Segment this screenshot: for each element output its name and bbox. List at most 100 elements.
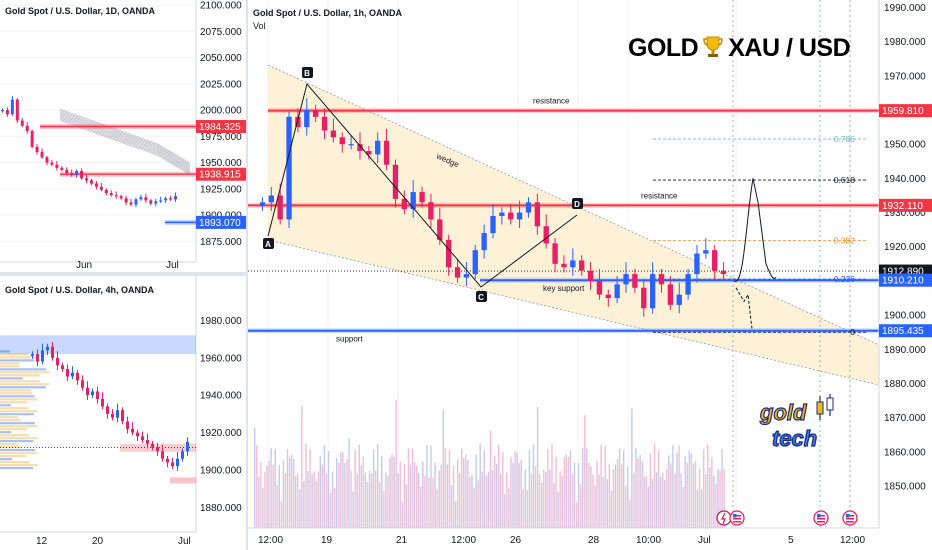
bearish-projection-path xyxy=(735,287,753,329)
h4-candle xyxy=(46,346,49,351)
volume-bar xyxy=(434,463,436,528)
volume-bar xyxy=(292,458,295,528)
us-flag-event-icon[interactable] xyxy=(842,510,858,526)
daily-price-badge-bg xyxy=(196,215,246,229)
main-candle xyxy=(419,192,425,203)
volume-bar xyxy=(422,461,424,528)
volume-bar xyxy=(477,479,479,528)
main-candle xyxy=(481,233,487,251)
daily-candle xyxy=(174,196,178,200)
volume-bar xyxy=(705,473,707,528)
daily-candle xyxy=(99,186,103,190)
volume-bar xyxy=(391,454,393,528)
volume-bar xyxy=(702,449,705,528)
daily-candle xyxy=(60,167,64,170)
lightning-event-icon[interactable] xyxy=(716,510,732,526)
flag-stripe xyxy=(817,518,825,520)
panel-divider-vertical[interactable] xyxy=(246,0,248,550)
volume-bar xyxy=(260,462,262,528)
volume-bar xyxy=(514,451,516,528)
h4-chart[interactable]: 1980.000 1960.000 1940.000 1920.000 1900.000… xyxy=(0,276,246,550)
volume-bar xyxy=(612,469,615,528)
main-candle xyxy=(605,294,611,299)
flag-stripe xyxy=(733,515,741,517)
volume-bar xyxy=(362,456,365,528)
daily-chart[interactable]: 2100.000 2075.000 2050.000 2025.000 2000.000… xyxy=(0,0,246,272)
volume-bar xyxy=(592,474,594,528)
volume-bar xyxy=(711,457,713,528)
main-candle xyxy=(552,243,558,264)
main-candle xyxy=(587,270,594,281)
daily-candle xyxy=(104,189,108,194)
h4-chart-panel[interactable]: Gold Spot / U.S. Dollar, 4h, OANDA 1980.… xyxy=(0,276,246,550)
daily-chart-panel[interactable]: Gold Spot / U.S. Dollar, 1D, OANDA 2100.… xyxy=(0,0,246,272)
volume-bar xyxy=(590,466,592,528)
main-candle xyxy=(330,130,337,138)
daily-candle xyxy=(0,110,4,112)
h4-candle xyxy=(166,458,169,463)
h4-profile-bar xyxy=(0,443,19,446)
volume-bar xyxy=(415,465,418,528)
h4-profile-bar xyxy=(0,386,46,389)
volume-bar xyxy=(377,443,379,528)
h4-profile-bar xyxy=(0,362,20,365)
volume-bar xyxy=(403,463,406,528)
volume-bar xyxy=(463,457,465,528)
volume-bar xyxy=(680,473,682,528)
h4-candle xyxy=(106,406,109,414)
main-time-tick: 5 xyxy=(788,535,794,546)
volume-bar xyxy=(723,469,725,528)
logo-text-gold: gold xyxy=(759,400,807,425)
volume-bar xyxy=(440,464,442,528)
volume-bar xyxy=(534,466,537,528)
daily-candle xyxy=(149,200,153,204)
volume-bar xyxy=(444,448,447,528)
main-candle xyxy=(295,116,301,128)
daily-ma-line xyxy=(59,117,191,173)
volume-bar xyxy=(666,469,668,528)
daily-candle xyxy=(45,157,49,163)
main-price-badge-bg xyxy=(879,198,932,212)
main-candle xyxy=(525,202,532,213)
h4-profile-bar xyxy=(0,410,38,413)
us-flag-event-icon[interactable] xyxy=(813,510,829,526)
volume-bar xyxy=(311,474,313,528)
flag-stripe xyxy=(846,518,854,520)
volume-bar xyxy=(426,445,428,528)
volume-bar xyxy=(379,481,381,528)
volume-bars xyxy=(254,399,725,528)
main-price-tick: 1940.000 xyxy=(884,174,926,185)
main-candle xyxy=(712,250,718,271)
volume-bar xyxy=(459,472,461,528)
volume-bar xyxy=(475,454,477,528)
daily-candle xyxy=(5,110,9,115)
main-chart-title: Gold Spot / U.S. Dollar, 1h, OANDA xyxy=(253,8,403,18)
h4-profile-bar xyxy=(0,368,47,371)
volume-bar xyxy=(461,448,463,528)
volume-bar xyxy=(676,452,678,528)
daily-ma-line xyxy=(59,115,191,170)
volume-bar xyxy=(372,449,375,528)
volume-bar xyxy=(623,450,625,528)
h4-candle xyxy=(136,432,139,437)
trophy-icon xyxy=(703,36,723,57)
us-flag-event-icon[interactable] xyxy=(729,510,745,526)
volume-bar xyxy=(420,486,422,528)
h4-profile-bar xyxy=(0,457,12,461)
daily-candle xyxy=(15,99,19,121)
volume-bar xyxy=(694,461,697,528)
h4-profile-bar xyxy=(0,466,34,470)
volume-bar xyxy=(315,481,317,528)
panel-divider-horizontal[interactable] xyxy=(0,272,246,276)
daily-ma-line xyxy=(59,116,191,172)
pattern-point-text: C xyxy=(478,293,484,302)
h4-profile-bar xyxy=(0,398,38,401)
volume-bar xyxy=(584,415,586,528)
volume-bar xyxy=(713,475,715,528)
pattern-point-label: D xyxy=(572,198,583,209)
volume-bar xyxy=(606,479,608,528)
volume-bar xyxy=(262,487,264,528)
volume-bar xyxy=(538,474,541,528)
